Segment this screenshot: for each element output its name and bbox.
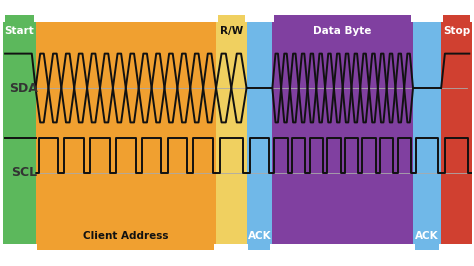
Text: SCL: SCL — [11, 166, 37, 179]
Bar — [443, 15, 470, 47]
Bar — [413, 22, 441, 244]
Bar — [415, 221, 439, 250]
Bar — [274, 15, 411, 47]
Text: ACK: ACK — [415, 231, 439, 240]
Bar — [441, 22, 472, 244]
Bar — [36, 22, 216, 244]
Text: Stop: Stop — [443, 26, 470, 36]
Text: Data Byte: Data Byte — [313, 26, 372, 36]
Bar — [218, 15, 245, 47]
Bar — [248, 221, 271, 250]
Bar — [273, 22, 413, 244]
Text: SDA: SDA — [9, 81, 38, 94]
Bar — [5, 15, 34, 47]
Bar — [216, 22, 246, 244]
Text: R/W: R/W — [219, 26, 243, 36]
Bar — [37, 221, 214, 250]
Text: Start: Start — [4, 26, 34, 36]
Text: Client Address: Client Address — [83, 231, 169, 240]
Text: ACK: ACK — [247, 231, 271, 240]
Bar — [246, 22, 273, 244]
Bar — [3, 22, 36, 244]
